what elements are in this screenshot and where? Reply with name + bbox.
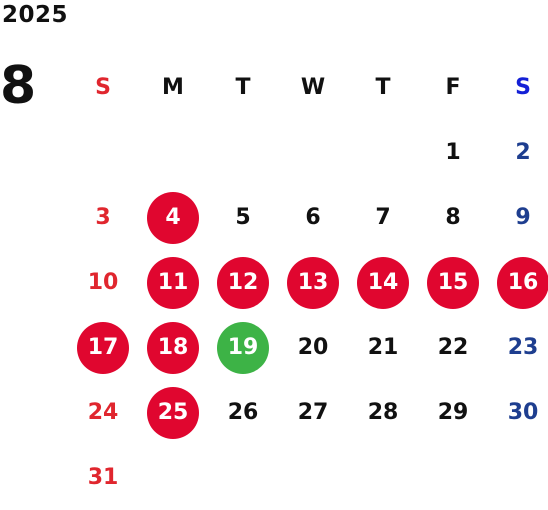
day-number: 30: [507, 400, 539, 425]
empty-cell: [68, 120, 138, 185]
calendar-day-highlighted[interactable]: 17: [68, 315, 138, 380]
weekday-header: S: [95, 75, 111, 100]
calendar-day[interactable]: 29: [418, 380, 488, 445]
calendar-day-today[interactable]: 19: [208, 315, 278, 380]
day-number: 2: [515, 140, 531, 165]
day-number: 18: [147, 321, 199, 374]
weekday-header: T: [235, 75, 251, 100]
day-number: 11: [147, 256, 199, 309]
day-number: 29: [437, 400, 469, 425]
day-number: 22: [437, 335, 469, 360]
day-number: 9: [515, 205, 531, 230]
day-number: 7: [375, 205, 391, 230]
calendar-day-highlighted[interactable]: 15: [418, 250, 488, 315]
empty-cell: [208, 120, 278, 185]
calendar-day-highlighted[interactable]: 14: [348, 250, 418, 315]
calendar-day[interactable]: 7: [348, 185, 418, 250]
calendar-day[interactable]: 10: [68, 250, 138, 315]
calendar-day[interactable]: 30: [488, 380, 548, 445]
day-number: 10: [87, 270, 119, 295]
calendar-day[interactable]: 31: [68, 445, 138, 510]
day-number: 27: [297, 400, 329, 425]
calendar-day[interactable]: 5: [208, 185, 278, 250]
weekday-header: W: [300, 75, 326, 100]
calendar-day-highlighted[interactable]: 4: [138, 185, 208, 250]
calendar-day[interactable]: 6: [278, 185, 348, 250]
day-number: 26: [227, 400, 259, 425]
calendar-year: 2025: [2, 2, 69, 28]
day-number: 24: [87, 400, 119, 425]
day-number: 20: [297, 335, 329, 360]
day-number: 17: [77, 321, 129, 374]
empty-cell: [348, 120, 418, 185]
calendar-day-highlighted[interactable]: 11: [138, 250, 208, 315]
empty-cell: [278, 120, 348, 185]
calendar-day[interactable]: 2: [488, 120, 548, 185]
calendar-day[interactable]: 20: [278, 315, 348, 380]
calendar-day-highlighted[interactable]: 13: [278, 250, 348, 315]
day-number: 28: [367, 400, 399, 425]
calendar-day[interactable]: 24: [68, 380, 138, 445]
calendar-day[interactable]: 21: [348, 315, 418, 380]
day-number: 19: [217, 321, 269, 374]
day-number: 13: [287, 256, 339, 309]
calendar-month: 8: [0, 56, 37, 116]
empty-cell: [138, 120, 208, 185]
calendar-day-highlighted[interactable]: 25: [138, 380, 208, 445]
calendar-day[interactable]: 1: [418, 120, 488, 185]
weekday-header: S: [515, 75, 531, 100]
weekday-header: F: [445, 75, 461, 100]
calendar-day[interactable]: 26: [208, 380, 278, 445]
calendar-day-highlighted[interactable]: 18: [138, 315, 208, 380]
calendar-day[interactable]: 28: [348, 380, 418, 445]
day-number: 5: [235, 205, 251, 230]
calendar-day[interactable]: 22: [418, 315, 488, 380]
day-number: 8: [445, 205, 461, 230]
calendar-day-highlighted[interactable]: 16: [488, 250, 548, 315]
day-number: 16: [497, 256, 548, 309]
calendar-day[interactable]: 23: [488, 315, 548, 380]
day-number: 12: [217, 256, 269, 309]
day-number: 14: [357, 256, 409, 309]
weekday-header: T: [375, 75, 391, 100]
day-number: 3: [95, 205, 111, 230]
calendar-day[interactable]: 27: [278, 380, 348, 445]
calendar-day[interactable]: 8: [418, 185, 488, 250]
day-number: 4: [147, 191, 199, 244]
calendar-day[interactable]: 3: [68, 185, 138, 250]
weekday-header: M: [162, 75, 184, 100]
calendar-day-highlighted[interactable]: 12: [208, 250, 278, 315]
day-number: 6: [305, 205, 321, 230]
day-number: 31: [87, 465, 119, 490]
day-number: 15: [427, 256, 479, 309]
day-number: 25: [147, 386, 199, 439]
day-number: 1: [445, 140, 461, 165]
calendar-grid: S M T W T F S 1 2 3 4 5 6 7 8 9 10 11 12 13 14 15 16 17 18 19 20 21…: [68, 55, 548, 510]
day-number: 23: [507, 335, 539, 360]
day-number: 21: [367, 335, 399, 360]
calendar-day[interactable]: 9: [488, 185, 548, 250]
